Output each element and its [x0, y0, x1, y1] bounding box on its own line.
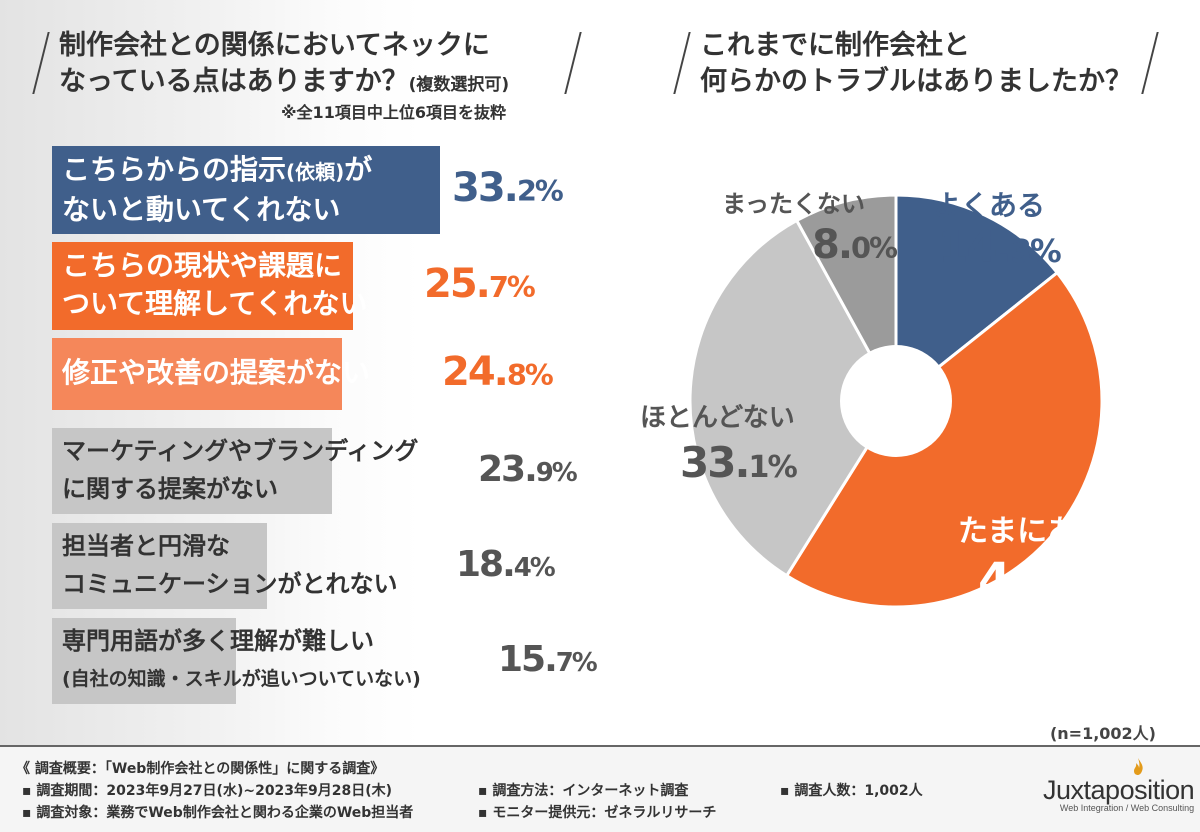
bar-value-3: 24.8%	[442, 349, 554, 396]
bar-value-4: 23.9%	[478, 448, 578, 490]
slice-tamani-aru	[784, 270, 1102, 607]
bar-label-6: 専門用語が多く理解が難しい (自社の知識・スキルが追いついていない)	[62, 622, 421, 698]
bar-label-6-line2: (自社の知識・スキルが追いついていない)	[62, 668, 421, 690]
bar-value-5-int: 18.	[456, 543, 516, 585]
bar-value-2: 25.7%	[424, 261, 536, 308]
bar-value-6-int: 15.	[498, 638, 558, 680]
slice-mattaku-nai	[794, 195, 898, 402]
flame-icon	[1134, 758, 1143, 775]
bar-value-1: 33.2%	[452, 165, 564, 212]
left-title-line1: 制作会社との関係においてネックに	[59, 30, 490, 61]
pie-value-3-int: 33.	[680, 438, 750, 487]
right-title: これまでに制作会社と 何らかのトラブルはありましたか？	[700, 28, 1132, 100]
pie-value-2-int: 44.	[978, 553, 1059, 609]
bar-value-3-dec: 8%	[506, 358, 554, 393]
pie-label-2: たまにある	[958, 514, 1108, 549]
bar-value-1-dec: 2%	[516, 174, 564, 209]
logo-wordmark: Juxtaposition	[1043, 775, 1195, 806]
bar-label-3: 修正や改善の提案がない	[62, 353, 370, 393]
bar-label-2: こちらの現状や課題に ついて理解してくれない	[62, 247, 367, 323]
bar-label-4-line2: に関する提案がない	[62, 475, 278, 503]
pie-label-3: ほとんどない	[640, 403, 795, 433]
pie-value-4-int: 8.	[812, 222, 853, 268]
pie-value-4-dec: 0%	[851, 231, 898, 265]
right-title-slash-close	[1141, 32, 1159, 94]
pie-value-2-dec: 6%	[1057, 566, 1114, 606]
pie-value-1-int: 14.	[938, 222, 1012, 273]
bar-value-1-int: 33.	[452, 165, 519, 212]
bar-label-5-line1: 担当者と円滑な	[62, 532, 230, 560]
bar-value-4-dec: 9%	[535, 457, 578, 488]
bar-label-4: マーケティングやブランディング に関する提案がない	[62, 432, 418, 508]
bar-3	[52, 338, 342, 410]
bar-value-4-int: 23.	[478, 448, 538, 490]
bar-value-2-int: 25.	[424, 261, 491, 308]
bar-value-5: 18.4%	[456, 543, 556, 585]
bar-label-4-line1: マーケティングやブランディング	[62, 437, 419, 465]
bar-label-2-line1: こちらの現状や課題に	[62, 249, 343, 282]
bar-label-5: 担当者と円滑なコミュニケーションがとれない	[62, 527, 398, 603]
pie-value-3: 33.1%	[680, 438, 798, 487]
bar-6	[52, 618, 236, 704]
survey-period: ▪ 調査期間：2023年9月27日(水)~2023年9月28日(木)	[22, 783, 393, 799]
right-title-line2: 何らかのトラブルはありましたか？	[700, 66, 1132, 97]
left-title: 制作会社との関係においてネックに なっている点はありますか？(複数選択可)	[59, 28, 509, 103]
right-title-slash-open	[673, 32, 691, 94]
slice-yoku-aru	[894, 195, 1060, 405]
pie-value-2: 44.6%	[978, 553, 1114, 609]
survey-footer: 《 調査概要：「Web制作会社との関係性」に関する調査》 ▪ 調査期間：2023…	[0, 745, 1200, 832]
logo-tagline: Web Integration / Web Consulting	[1059, 803, 1195, 813]
juxtaposition-logo: Juxtaposition Web Integration / Web Cons…	[1043, 758, 1195, 813]
right-title-line1: これまでに制作会社と	[700, 30, 970, 61]
donut-hole	[840, 345, 952, 457]
bar-5	[52, 523, 267, 609]
bar-1	[52, 146, 440, 234]
bar-4	[52, 428, 332, 514]
left-title-line2-main: なっている点はありますか？	[59, 66, 409, 97]
survey-count: ▪ 調査人数：1,002人	[780, 783, 923, 799]
bar-label-3-line1: 修正や改善の提案がない	[62, 356, 371, 389]
bar-label-2-line2: ついて理解してくれない	[62, 287, 368, 320]
bar-label-6-line1: 専門用語が多く理解が難しい	[62, 627, 374, 655]
pie-value-1: 14.3%	[938, 222, 1062, 273]
top6-note: ※全11項目中上位6項目を抜粋	[281, 103, 506, 122]
pie-value-4: 8.0%	[812, 222, 898, 268]
bar-value-2-dec: 7%	[488, 270, 536, 305]
left-title-line2: なっている点はありますか？(複数選択可)	[59, 64, 509, 103]
pie-chart	[690, 195, 1102, 607]
bar-label-1: こちらからの指示(依頼)が ないと動いてくれない	[62, 151, 372, 229]
survey-provider: ▪ モニター提供元：ゼネラルリサーチ	[478, 805, 717, 821]
sample-size: (n=1,002人)	[1049, 724, 1156, 743]
bar-value-5-dec: 4%	[513, 552, 556, 583]
survey-method: ▪ 調査方法：インターネット調査	[478, 783, 689, 799]
pie-value-3-dec: 1%	[748, 450, 797, 485]
survey-target: ▪ 調査対象：業務でWeb制作会社と関わる企業のWeb担当者	[22, 805, 414, 821]
bar-value-6-dec: 7%	[555, 647, 598, 678]
bar-label-1-part-b: (依頼)	[286, 160, 345, 184]
bar-label-1-line1: こちらからの指示(依頼)が	[62, 151, 372, 191]
bar-2	[52, 242, 353, 330]
logo-part1: Juxta	[1043, 775, 1106, 805]
pie-value-1-dec: 3%	[1009, 234, 1062, 270]
bar-label-1-part-c: が	[344, 153, 373, 186]
bar-label-5-line2: コミュニケーションがとれない	[62, 570, 398, 598]
pie-label-1: よくある	[933, 189, 1046, 222]
bar-value-3-int: 24.	[442, 349, 509, 396]
bar-label-1-part-a: こちらからの指示	[62, 153, 287, 186]
bar-value-6: 15.7%	[498, 638, 598, 680]
left-title-multi-note: (複数選択可)	[408, 75, 510, 95]
logo-part2: position	[1105, 775, 1195, 805]
pie-label-4: まったくない	[722, 190, 866, 218]
bar-label-1-line2: ないと動いてくれない	[62, 193, 341, 226]
survey-overview: 《 調査概要：「Web制作会社との関係性」に関する調査》	[16, 761, 385, 777]
